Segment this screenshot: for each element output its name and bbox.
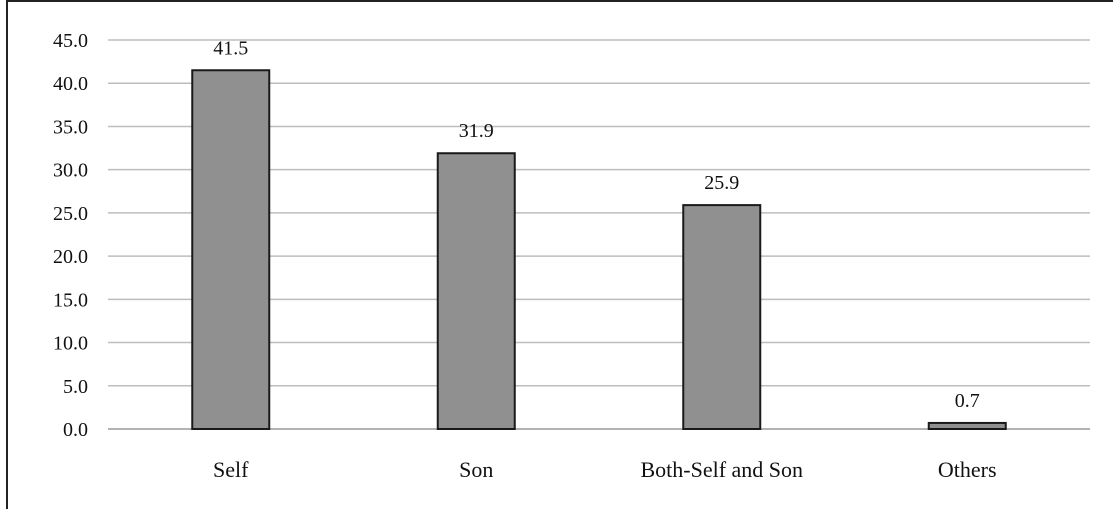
y-axis-ticks: 0.0 5.0 10.0 15.0 20.0 25.0 30.0 35.0 40.0 45.0 — [53, 30, 88, 441]
bars — [191, 69, 1007, 430]
y-tick-label: 5.0 — [63, 376, 88, 398]
x-axis-categories: Self Son Both-Self and Son Others — [213, 457, 997, 482]
data-label: 41.5 — [213, 37, 248, 59]
data-label: 0.7 — [955, 390, 980, 412]
x-category-label: Others — [938, 457, 997, 482]
bar-others — [927, 421, 1007, 430]
x-category-label: Self — [213, 457, 249, 482]
data-label: 31.9 — [459, 120, 494, 142]
bar-self — [191, 69, 271, 430]
data-labels: 41.5 31.9 25.9 0.7 — [213, 37, 980, 412]
y-tick-label: 15.0 — [53, 289, 88, 311]
y-tick-label: 20.0 — [53, 246, 88, 268]
y-tick-label: 25.0 — [53, 203, 88, 225]
x-category-label: Both-Self and Son — [640, 457, 803, 482]
y-tick-label: 40.0 — [53, 73, 88, 95]
y-tick-label: 0.0 — [63, 419, 88, 441]
y-tick-label: 35.0 — [53, 116, 88, 138]
y-tick-label: 10.0 — [53, 333, 88, 355]
data-label: 25.9 — [704, 172, 739, 194]
bar-son — [436, 152, 516, 430]
y-tick-label: 45.0 — [53, 30, 88, 52]
y-tick-label: 30.0 — [53, 160, 88, 182]
gridlines — [108, 39, 1090, 430]
bar-both-self-and-son — [682, 204, 762, 430]
x-category-label: Son — [459, 457, 493, 482]
